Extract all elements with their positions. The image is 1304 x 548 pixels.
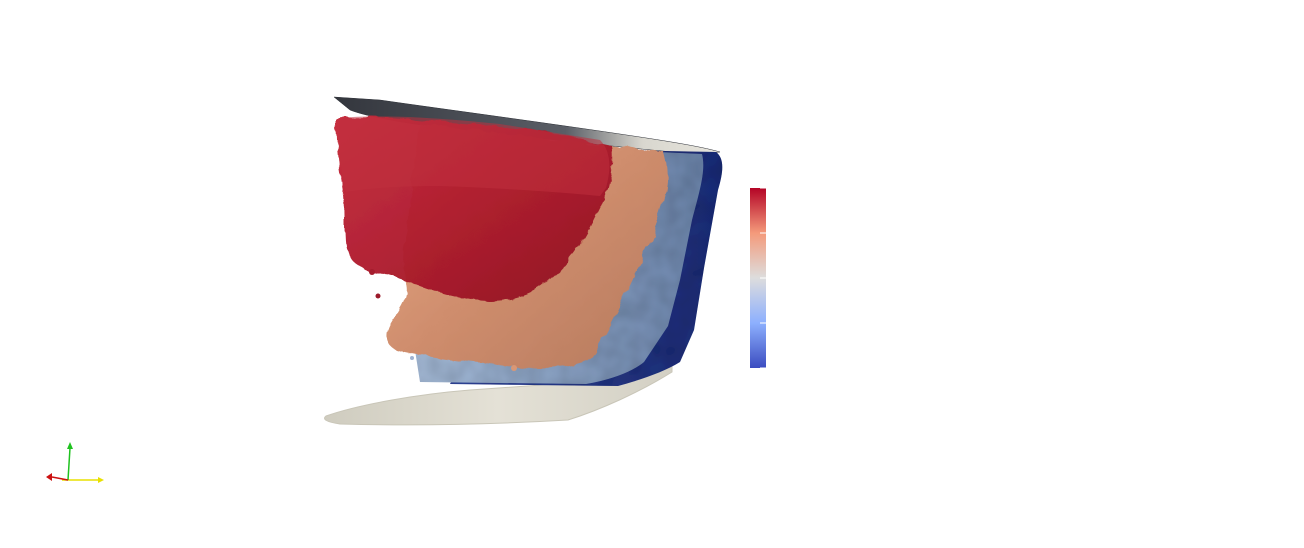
isosurface-red-sheet (339, 116, 610, 196)
isosurface-fragment (410, 356, 414, 360)
orientation-axes-widget (46, 442, 104, 483)
axis-z-arrow-icon (46, 473, 52, 481)
axis-z (51, 476, 69, 481)
axis-y-arrow-icon (67, 442, 73, 449)
isosurface-fragment (369, 269, 375, 275)
isosurface-fragment (375, 293, 381, 299)
axis-x-arrow-icon (98, 477, 104, 483)
colorbar (750, 187, 766, 369)
axis-y (67, 447, 71, 481)
outline-shell-base (324, 361, 673, 426)
colorbar-ticks (760, 187, 766, 369)
isosurface-fragment (511, 365, 517, 371)
